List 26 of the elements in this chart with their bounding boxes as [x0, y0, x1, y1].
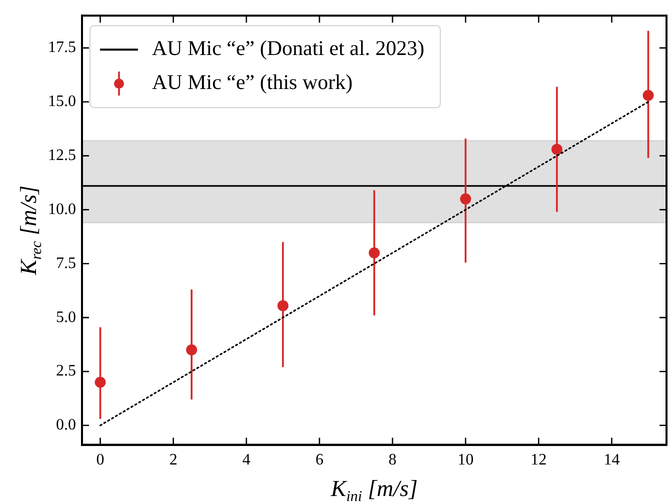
y-tick-label: 7.5: [56, 254, 76, 272]
x-tick-label: 14: [604, 452, 620, 469]
y-tick-label: 5.0: [56, 308, 76, 326]
point: [551, 144, 562, 155]
point: [277, 300, 288, 312]
y-axis-title: Krec [m/s]: [16, 185, 45, 276]
point: [642, 90, 654, 101]
x-tick-label: 6: [315, 452, 324, 469]
y-tick-label: 0.0: [56, 416, 76, 434]
x-tick-label: 8: [388, 452, 397, 469]
x-tick-label: 2: [169, 452, 178, 469]
y-tick-label: 12.5: [48, 146, 76, 164]
x-tick-label: 0: [96, 452, 104, 469]
y-tick-label: 17.5: [48, 39, 76, 56]
x-tick-label: 12: [530, 452, 547, 469]
point: [460, 193, 472, 204]
y-tick-label: 2.5: [56, 362, 76, 380]
point: [186, 344, 198, 356]
x-tick-label: 10: [458, 452, 474, 469]
point: [94, 376, 106, 388]
legend-label: AU Mic “e” (Donati et al. 2023): [152, 36, 424, 60]
point: [368, 247, 380, 258]
y-tick-label: 10.0: [48, 200, 76, 218]
x-tick-label: 4: [242, 452, 250, 469]
y-tick-label: 15.0: [48, 93, 76, 110]
legend-label: AU Mic “e” (this work): [152, 70, 353, 94]
